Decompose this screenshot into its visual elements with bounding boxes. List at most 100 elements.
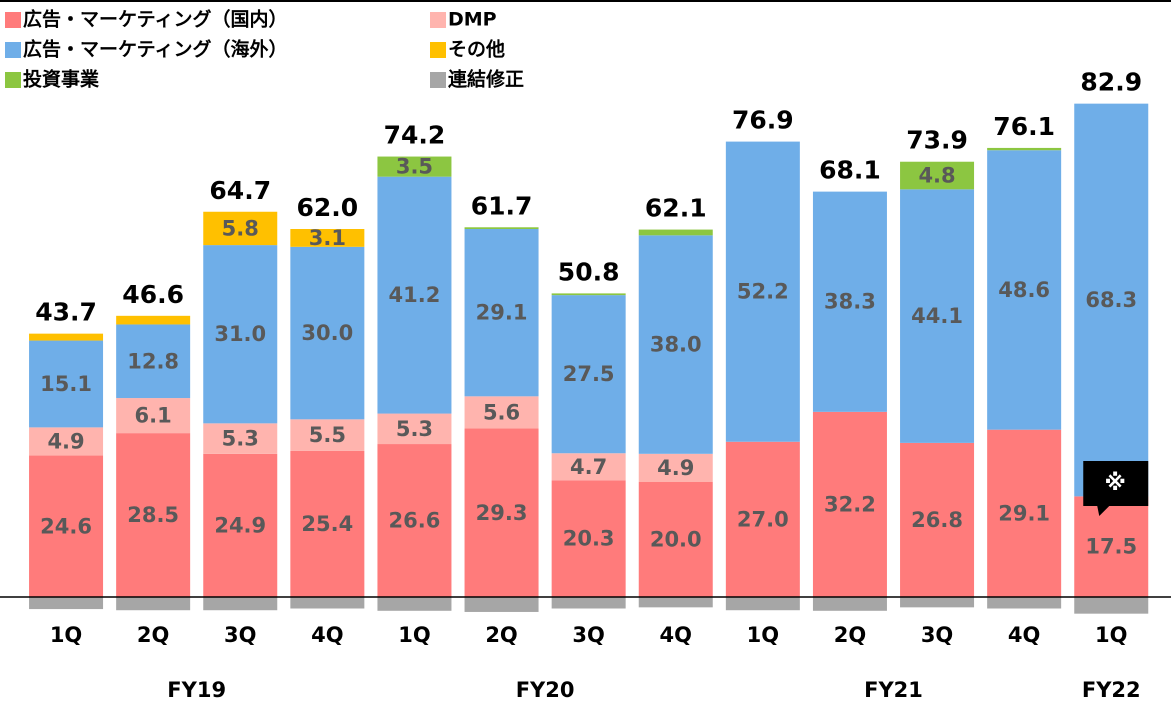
- segment-label: 28.5: [127, 503, 179, 527]
- bar-segment: [725, 141, 800, 442]
- bar-segment: [116, 315, 191, 325]
- bar-segment: [464, 227, 539, 229]
- legend-swatch: [5, 12, 21, 28]
- bar-segment: [638, 453, 713, 482]
- bar-segment: [29, 427, 104, 456]
- annotation: ※: [1105, 471, 1126, 496]
- segment-label: 4.8: [918, 164, 955, 188]
- total-label: 61.7: [471, 191, 533, 220]
- bar-segment: [203, 245, 278, 424]
- bar-segment: [900, 597, 975, 608]
- segment-label: 5.3: [222, 427, 259, 451]
- legend-label: DMP: [448, 9, 497, 31]
- bar-segment: [464, 597, 539, 612]
- group-label: FY20: [516, 678, 575, 702]
- bar-segment: [638, 597, 713, 608]
- x-tick-label: 1Q: [398, 623, 430, 647]
- legend-swatch: [430, 72, 446, 88]
- bar-segment: [29, 340, 104, 428]
- bar-segment: [638, 482, 713, 597]
- bar-segment: [812, 191, 887, 412]
- total-label: 82.9: [1080, 68, 1142, 97]
- x-tick-label: 3Q: [572, 623, 604, 647]
- segment-label: 5.6: [483, 400, 520, 424]
- total-label: 62.0: [297, 193, 359, 222]
- segment-label: 5.8: [222, 216, 259, 240]
- bar-segment: [290, 229, 365, 247]
- group-label: FY21: [864, 678, 923, 702]
- segment-label: 5.3: [396, 417, 433, 441]
- segment-label: 38.3: [824, 290, 876, 314]
- bar-segment: [377, 597, 452, 611]
- bar-segment: [1074, 597, 1149, 614]
- total-label: 64.7: [209, 176, 271, 205]
- segment-label: 6.1: [135, 404, 172, 428]
- bar-segment: [1074, 496, 1149, 597]
- legend-label: 広告・マーケティング（国内）: [23, 8, 287, 31]
- bar-segment: [812, 597, 887, 611]
- annotation-box: [1083, 461, 1149, 516]
- segment-label: 26.6: [389, 509, 441, 533]
- bar-segment: [203, 211, 278, 246]
- bar-segment: [725, 597, 800, 611]
- bar-segment: [29, 455, 104, 597]
- legend-swatch: [5, 42, 21, 58]
- total-label: 76.1: [993, 112, 1055, 141]
- total-label: 46.6: [122, 280, 184, 309]
- bar-segment: [551, 295, 626, 454]
- legend-label: 広告・マーケティング（海外）: [23, 38, 287, 61]
- segment-label: 27.0: [737, 507, 789, 531]
- segment-label: 5.5: [309, 423, 346, 447]
- bar-segment: [812, 411, 887, 597]
- bar-segment: [377, 176, 452, 414]
- bar-segment: [203, 453, 278, 597]
- x-tick-label: 3Q: [921, 623, 953, 647]
- bar-segment: [116, 324, 191, 399]
- total-label: 62.1: [645, 194, 707, 223]
- segment-label: 48.6: [998, 278, 1050, 302]
- bar-segment: [987, 597, 1062, 609]
- x-tick-label: 4Q: [660, 623, 692, 647]
- segment-label: 52.2: [737, 280, 789, 304]
- legend-swatch: [5, 72, 21, 88]
- bar-segment: [987, 150, 1062, 430]
- bar-segment: [290, 450, 365, 597]
- legend-label: 連結修正: [448, 68, 524, 91]
- x-tick-label: 3Q: [224, 623, 256, 647]
- bar-segment: [116, 398, 191, 434]
- segment-label: 44.1: [911, 304, 963, 328]
- bar-segment: [551, 453, 626, 481]
- bar-segment: [464, 229, 539, 397]
- total-label: 73.9: [906, 126, 968, 155]
- segment-label: 15.1: [40, 372, 92, 396]
- bar-segment: [116, 433, 191, 597]
- bar-segment: [1074, 103, 1149, 497]
- bar-segment: [551, 480, 626, 597]
- bar-segment: [290, 597, 365, 609]
- bar-segment: [464, 428, 539, 597]
- segment-label: 24.9: [214, 513, 266, 537]
- segment-label: 41.2: [389, 283, 441, 307]
- segment-label: 3.1: [309, 226, 346, 250]
- bar-segment: [638, 229, 713, 236]
- total-label: 50.8: [558, 257, 620, 286]
- segment-label: 20.0: [650, 528, 702, 552]
- segment-label: 30.0: [301, 321, 353, 345]
- segment-label: 20.3: [563, 527, 615, 551]
- x-tick-label: 1Q: [50, 623, 82, 647]
- bar-segment: [290, 246, 365, 420]
- bar-segment: [725, 441, 800, 597]
- bar-segment: [551, 293, 626, 296]
- x-tick-label: 1Q: [747, 623, 779, 647]
- bar-segment: [377, 413, 452, 445]
- segment-label: 27.5: [563, 362, 615, 386]
- total-label: 43.7: [35, 298, 97, 327]
- bar-segment: [900, 189, 975, 443]
- segment-label: 4.9: [47, 429, 84, 453]
- x-tick-label: 2Q: [485, 623, 517, 647]
- total-label: 74.2: [384, 121, 446, 150]
- segment-label: 29.3: [476, 501, 528, 525]
- total-label: 68.1: [819, 156, 881, 185]
- bar-segment: [29, 597, 104, 610]
